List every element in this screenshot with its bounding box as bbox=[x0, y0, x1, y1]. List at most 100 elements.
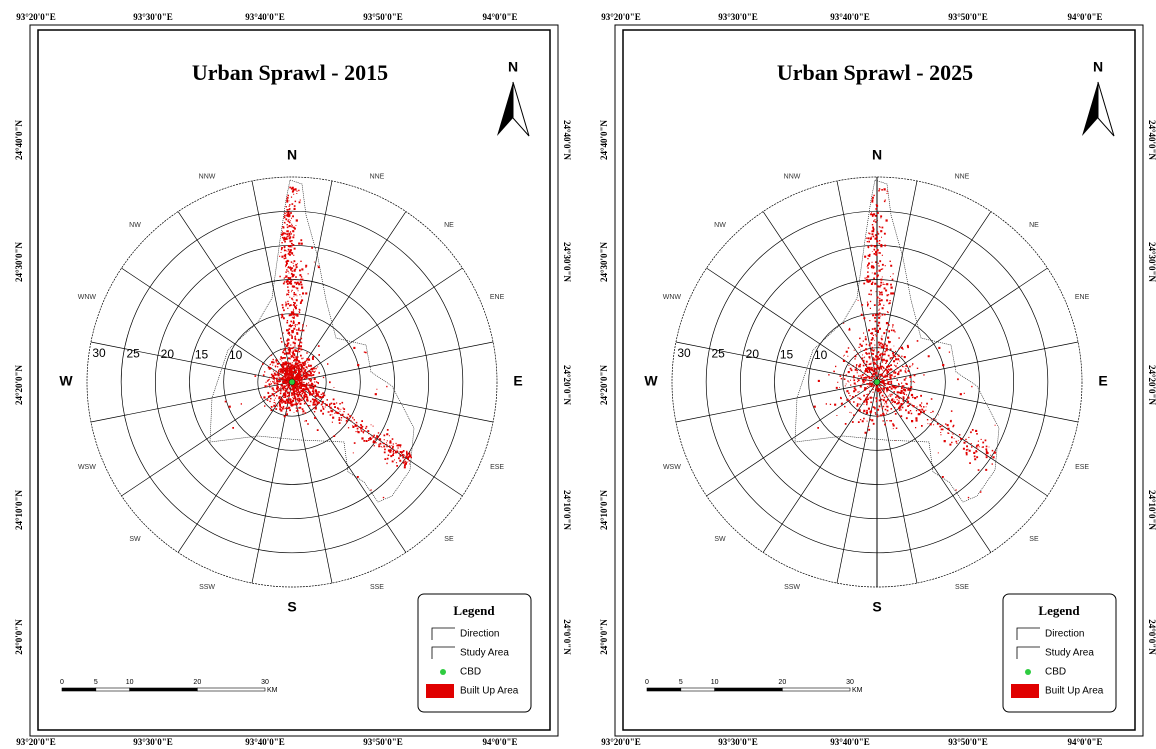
ring-label: 15 bbox=[780, 348, 794, 362]
ring-label: 30 bbox=[92, 346, 106, 360]
cbd-marker bbox=[289, 379, 295, 385]
scale-unit: KM bbox=[267, 687, 278, 694]
direction-label: NNW bbox=[199, 174, 216, 181]
direction-label: WNW bbox=[663, 294, 682, 301]
direction-label: NW bbox=[714, 222, 726, 229]
x-coord-label: 93°50'0"E bbox=[363, 737, 403, 747]
legend-label: CBD bbox=[460, 667, 481, 678]
x-coord-label: 94°0'0"E bbox=[1067, 737, 1102, 747]
scale-label: 0 bbox=[60, 679, 64, 686]
x-coord-label: 93°50'0"E bbox=[948, 12, 988, 22]
x-coord-label: 93°30'0"E bbox=[133, 12, 173, 22]
legend-symbol bbox=[426, 684, 454, 698]
direction-label: ESE bbox=[490, 464, 504, 471]
legend-label: Direction bbox=[1045, 629, 1084, 640]
ring-label: 30 bbox=[677, 346, 691, 360]
scale-segment bbox=[197, 688, 265, 691]
y-coord-label: 24°40'0"N bbox=[562, 120, 572, 161]
map-title: Urban Sprawl - 2025 bbox=[777, 60, 973, 85]
ring-label: 25 bbox=[126, 347, 140, 361]
y-coord-label: 24°10'0"N bbox=[562, 490, 572, 531]
cardinal-label: N bbox=[287, 147, 297, 163]
legend-label: Built Up Area bbox=[460, 686, 519, 697]
direction-label: SE bbox=[444, 536, 454, 543]
x-coord-label: 93°50'0"E bbox=[948, 737, 988, 747]
legend-title: Legend bbox=[1038, 603, 1080, 618]
y-coord-label: 24°10'0"N bbox=[1147, 490, 1156, 531]
scale-label: 20 bbox=[193, 679, 201, 686]
x-coord-label: 93°40'0"E bbox=[245, 737, 285, 747]
x-coord-label: 93°50'0"E bbox=[363, 12, 403, 22]
study-area bbox=[210, 180, 414, 502]
x-coord-label: 93°20'0"E bbox=[601, 737, 641, 747]
y-coord-label: 24°20'0"N bbox=[1147, 365, 1156, 406]
y-coord-label: 24°0'0"N bbox=[14, 619, 24, 655]
scale-label: 5 bbox=[679, 679, 683, 686]
direction-label: ENE bbox=[490, 294, 505, 301]
north-arrow bbox=[497, 82, 513, 136]
x-coord-label: 93°20'0"E bbox=[601, 12, 641, 22]
x-coord-label: 93°20'0"E bbox=[16, 737, 56, 747]
legend-label: CBD bbox=[1045, 667, 1066, 678]
scale-segment bbox=[647, 688, 681, 691]
x-coord-label: 93°30'0"E bbox=[718, 12, 758, 22]
direction-label: NNE bbox=[955, 174, 970, 181]
direction-label: NW bbox=[129, 222, 141, 229]
ring-label: 25 bbox=[711, 347, 725, 361]
direction-label: SW bbox=[714, 536, 726, 543]
direction-label: SSW bbox=[784, 584, 800, 591]
scale-label: 30 bbox=[261, 679, 269, 686]
legend-title: Legend bbox=[453, 603, 495, 618]
direction-label: NNE bbox=[370, 174, 385, 181]
legend-symbol bbox=[1025, 669, 1031, 675]
north-label: N bbox=[508, 59, 518, 75]
cardinal-label: E bbox=[513, 373, 522, 389]
scale-segment bbox=[62, 688, 96, 691]
legend-label: Built Up Area bbox=[1045, 686, 1104, 697]
scale-segment bbox=[681, 688, 715, 691]
direction-label: WNW bbox=[78, 294, 97, 301]
cbd-marker bbox=[874, 379, 880, 385]
y-coord-label: 24°0'0"N bbox=[599, 619, 609, 655]
direction-label: WSW bbox=[78, 464, 96, 471]
ring-label: 15 bbox=[195, 348, 209, 362]
direction-label: SSE bbox=[955, 584, 969, 591]
x-coord-label: 94°0'0"E bbox=[1067, 12, 1102, 22]
scale-segment bbox=[96, 688, 130, 691]
direction-label: NE bbox=[444, 222, 454, 229]
direction-label: ENE bbox=[1075, 294, 1090, 301]
cardinal-label: W bbox=[644, 373, 658, 389]
scale-segment bbox=[782, 688, 850, 691]
map-figure: 93°20'0"E 93°20'0"E 93°30'0"E 93°30'0"E 93°4… bbox=[0, 0, 1156, 749]
scale-label: 20 bbox=[778, 679, 786, 686]
legend-label: Study Area bbox=[1045, 648, 1094, 659]
north-arrow bbox=[513, 82, 529, 136]
legend-symbol bbox=[440, 669, 446, 675]
ring-label: 20 bbox=[746, 347, 760, 361]
y-coord-label: 24°20'0"N bbox=[599, 364, 609, 405]
scale-unit: KM bbox=[852, 687, 863, 694]
cardinal-label: S bbox=[872, 599, 881, 615]
x-coord-label: 93°20'0"E bbox=[16, 12, 56, 22]
y-coord-label: 24°0'0"N bbox=[562, 619, 572, 655]
x-coord-label: 93°40'0"E bbox=[245, 12, 285, 22]
y-coord-label: 24°0'0"N bbox=[1147, 619, 1156, 655]
legend-label: Study Area bbox=[460, 648, 509, 659]
direction-label: WSW bbox=[663, 464, 681, 471]
y-coord-label: 24°40'0"N bbox=[14, 119, 24, 160]
y-coord-label: 24°10'0"N bbox=[14, 489, 24, 530]
north-arrow bbox=[1082, 82, 1098, 136]
direction-label: NNW bbox=[784, 174, 801, 181]
map-title: Urban Sprawl - 2015 bbox=[192, 60, 388, 85]
direction-label: ESE bbox=[1075, 464, 1089, 471]
y-coord-label: 24°30'0"N bbox=[562, 242, 572, 283]
north-arrow bbox=[1098, 82, 1114, 136]
scale-label: 5 bbox=[94, 679, 98, 686]
y-coord-label: 24°30'0"N bbox=[1147, 242, 1156, 283]
y-coord-label: 24°20'0"N bbox=[562, 365, 572, 406]
map-panel: 93°20'0"E93°20'0"E93°30'0"E93°30'0"E93°4… bbox=[14, 12, 572, 747]
scale-segment bbox=[130, 688, 198, 691]
scale-label: 10 bbox=[126, 679, 134, 686]
cardinal-label: S bbox=[287, 599, 296, 615]
cardinal-label: W bbox=[59, 373, 73, 389]
